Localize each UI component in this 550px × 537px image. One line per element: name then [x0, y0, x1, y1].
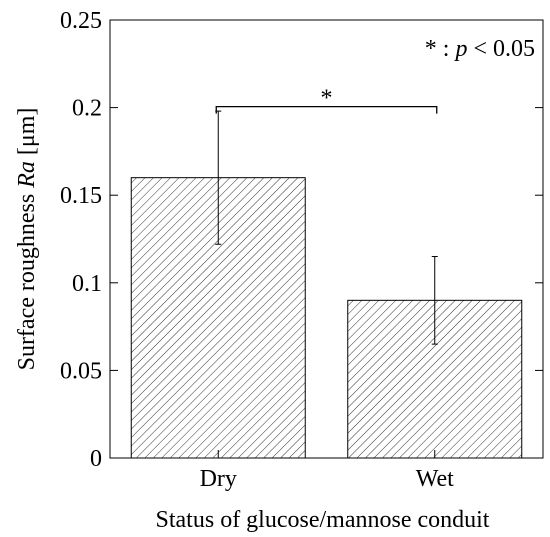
x-axis-label: Status of glucose/mannose conduit [156, 507, 490, 533]
error-bar-wet [431, 256, 438, 345]
x-tick-label-dry: Dry [200, 466, 237, 492]
annotation-italic: p [453, 36, 467, 62]
annotation-prefix: * : [425, 36, 456, 62]
y-axis-label-italic: Ra [14, 161, 40, 189]
y-tick-label: 0.15 [60, 183, 102, 209]
y-axis-label: Surface roughness Ra [μm] [14, 108, 40, 371]
y-axis-label-suffix: [μm] [14, 108, 40, 162]
y-tick-label: 0.2 [72, 96, 102, 122]
significance-bracket [215, 105, 438, 114]
y-tick-label: 0.1 [72, 271, 102, 297]
significance-marker: * [321, 86, 333, 112]
y-tick-label: 0.25 [60, 8, 102, 34]
y-tick-label: 0 [90, 446, 102, 472]
x-tick-label-wet: Wet [416, 466, 454, 492]
y-axis-label-prefix: Surface roughness [14, 188, 40, 371]
bars-layer [130, 177, 523, 459]
y-tick-label: 0.05 [60, 358, 102, 384]
error-bars-layer [215, 110, 438, 345]
y-axis-ticks: 0 0.05 0.1 0.15 0.2 0.25 [60, 8, 543, 472]
annotation-suffix: < 0.05 [467, 36, 535, 62]
x-axis-ticks: Dry Wet [200, 450, 454, 492]
plot-frame [109, 19, 544, 459]
p-value-annotation: * : p < 0.05 [425, 36, 535, 62]
